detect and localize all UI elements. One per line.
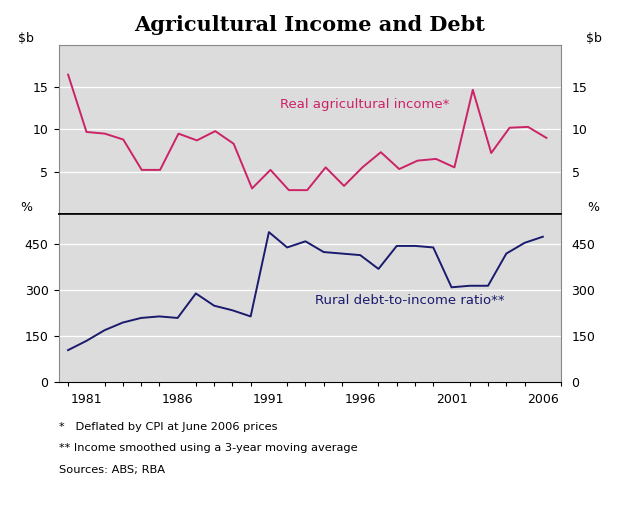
Text: $b: $b: [19, 32, 34, 45]
Text: %: %: [20, 201, 32, 213]
Text: Agricultural Income and Debt: Agricultural Income and Debt: [135, 15, 485, 35]
Text: Sources: ABS; RBA: Sources: ABS; RBA: [59, 465, 165, 475]
Text: $b: $b: [586, 32, 601, 45]
Text: Real agricultural income*: Real agricultural income*: [280, 98, 449, 112]
Text: ** Income smoothed using a 3-year moving average: ** Income smoothed using a 3-year moving…: [59, 443, 358, 453]
Text: Rural debt-to-income ratio**: Rural debt-to-income ratio**: [314, 294, 504, 307]
Text: *   Deflated by CPI at June 2006 prices: * Deflated by CPI at June 2006 prices: [59, 422, 277, 432]
Text: %: %: [588, 201, 600, 213]
